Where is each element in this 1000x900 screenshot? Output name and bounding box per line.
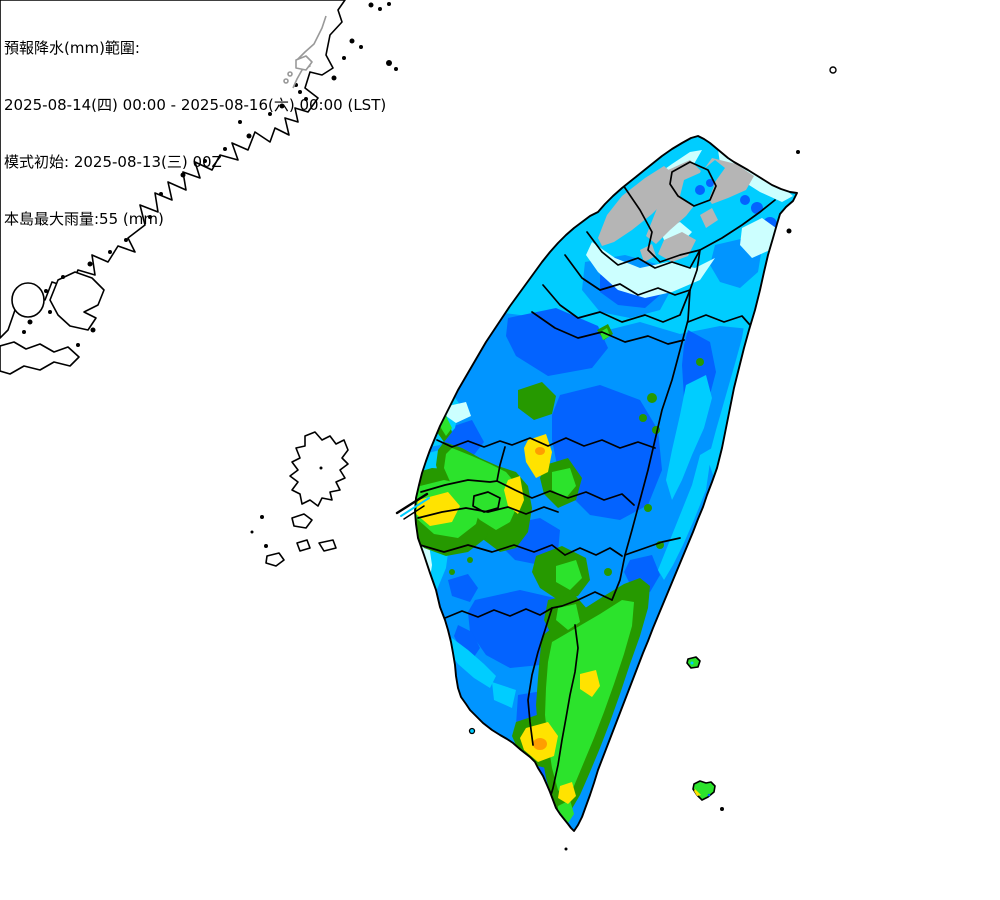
taipei-basin-blue-dots [695, 179, 714, 195]
penghu-islands [265, 431, 349, 567]
waisanding-sandbar [395, 492, 430, 520]
penghu-islets [250, 466, 323, 548]
county-borders [417, 161, 776, 806]
matsu-gray-coastline [283, 15, 327, 89]
precip-yellow-regions [416, 335, 600, 804]
model-init-time: 模式初始: 2025-08-13(三) 00Z [4, 153, 222, 171]
max-rainfall-text: 本島最大雨量:55 (mm) [4, 210, 164, 228]
forecast-range-dates: 2025-08-14(四) 00:00 - 2025-08-16(六) 00:0… [4, 96, 387, 114]
forecast-range-label: 預報降水(mm)範圍: [4, 39, 140, 57]
green-island [686, 656, 701, 669]
minor-islets [468, 66, 837, 851]
orchid-island [692, 780, 716, 801]
mainland-islets [22, 2, 398, 347]
forecast-header: 預報降水(mm)範圍: 2025-08-14(四) 00:00 - 2025-0… [4, 1, 386, 248]
precip-orange-spots [533, 447, 547, 750]
mainland-china-coastline [0, 0, 346, 375]
taiwan-coastline [414, 135, 798, 832]
